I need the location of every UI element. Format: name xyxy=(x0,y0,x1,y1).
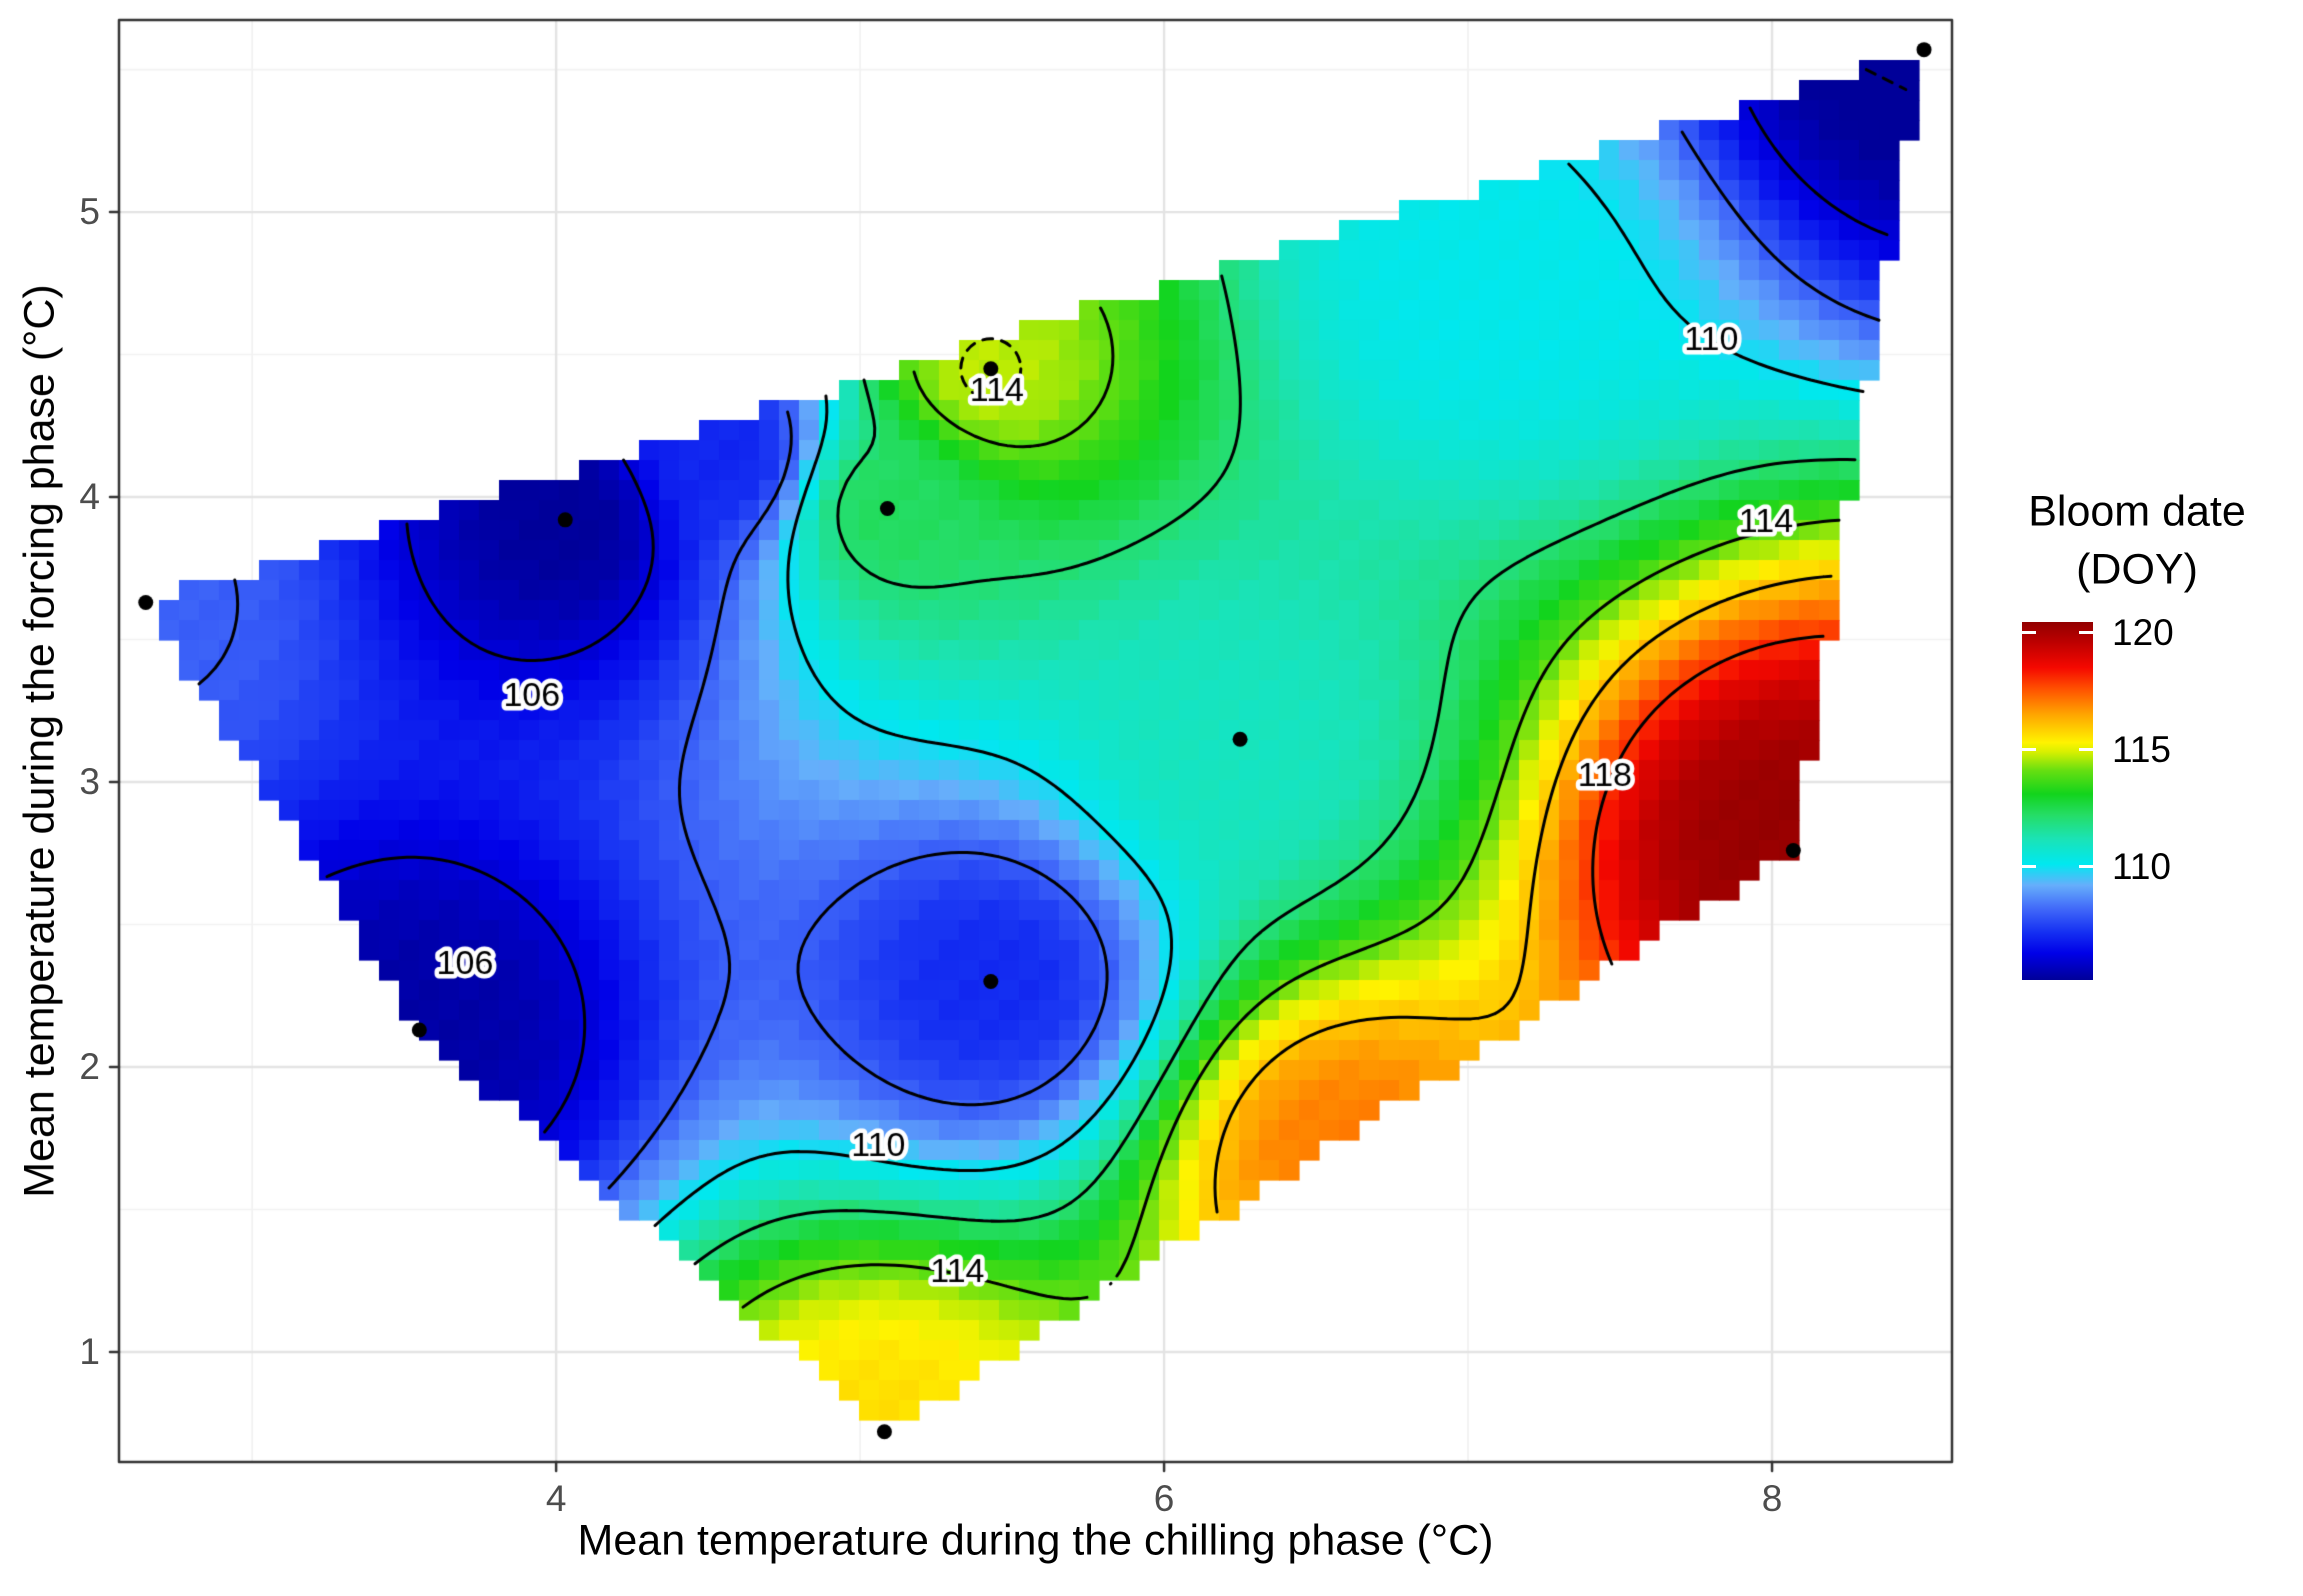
legend-title-line1: Bloom date xyxy=(2028,487,2246,536)
legend-title-line2: (DOY) xyxy=(2076,545,2198,594)
y-tick-label: 5 xyxy=(79,191,100,233)
y-tick-label: 3 xyxy=(79,761,100,803)
legend-bar-tick-mark xyxy=(2079,865,2093,869)
legend-tick-label: 115 xyxy=(2112,728,2171,770)
y-tick-label: 2 xyxy=(79,1046,100,1088)
x-tick-label: 6 xyxy=(1153,1478,1175,1519)
legend-bar-tick-mark xyxy=(2079,748,2093,752)
x-tick-label: 8 xyxy=(1761,1478,1783,1519)
legend-bar-tick-mark xyxy=(2022,865,2036,869)
legend-bar-tick-mark xyxy=(2079,631,2093,635)
y-tick-label: 4 xyxy=(79,476,100,518)
y-tick-label: 1 xyxy=(79,1330,100,1372)
legend-tick-label: 110 xyxy=(2112,845,2171,887)
legend-colorbar xyxy=(2022,622,2093,980)
y-axis-title: Mean temperature during the forcing phas… xyxy=(15,284,64,1198)
legend-bar-tick-mark xyxy=(2022,748,2036,752)
legend-bar-tick-mark xyxy=(2022,631,2036,635)
x-tick-label: 4 xyxy=(545,1478,567,1519)
x-axis-title: Mean temperature during the chilling pha… xyxy=(577,1516,1494,1565)
legend-tick-label: 120 xyxy=(2112,611,2174,653)
